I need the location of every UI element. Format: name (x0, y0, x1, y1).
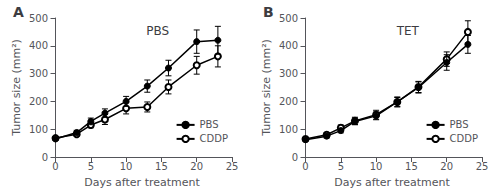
svg-text:20: 20 (190, 161, 203, 172)
svg-text:PBS: PBS (450, 119, 469, 130)
svg-text:300: 300 (279, 68, 298, 79)
svg-text:TET: TET (396, 24, 420, 38)
svg-text:15: 15 (155, 161, 168, 172)
svg-text:PBS: PBS (146, 24, 169, 38)
svg-text:100: 100 (29, 124, 48, 135)
svg-text:20: 20 (440, 161, 453, 172)
svg-text:200: 200 (29, 96, 48, 107)
svg-text:25: 25 (226, 161, 239, 172)
svg-text:PBS: PBS (200, 119, 219, 130)
svg-text:0: 0 (42, 152, 48, 163)
svg-text:400: 400 (279, 40, 298, 51)
svg-text:0: 0 (292, 152, 298, 163)
svg-text:A: A (13, 4, 24, 20)
svg-text:Days after treatment: Days after treatment (84, 176, 200, 189)
svg-text:300: 300 (29, 68, 48, 79)
svg-text:CDDP: CDDP (450, 133, 478, 144)
svg-text:100: 100 (279, 124, 298, 135)
svg-text:10: 10 (120, 161, 133, 172)
svg-text:500: 500 (279, 13, 298, 24)
svg-text:10: 10 (370, 161, 383, 172)
svg-text:400: 400 (29, 40, 48, 51)
svg-text:15: 15 (405, 161, 418, 172)
svg-text:Days after treatment: Days after treatment (334, 176, 450, 189)
svg-text:500: 500 (29, 13, 48, 24)
svg-text:25: 25 (476, 161, 489, 172)
svg-text:0: 0 (52, 161, 58, 172)
svg-text:CDDP: CDDP (200, 133, 228, 144)
svg-text:Tumor size (mm²): Tumor size (mm²) (260, 39, 273, 137)
svg-text:200: 200 (279, 96, 298, 107)
svg-text:Tumor size (mm²): Tumor size (mm²) (10, 39, 23, 137)
svg-text:5: 5 (338, 161, 344, 172)
svg-text:B: B (263, 4, 274, 20)
svg-text:5: 5 (88, 161, 94, 172)
svg-text:0: 0 (302, 161, 308, 172)
